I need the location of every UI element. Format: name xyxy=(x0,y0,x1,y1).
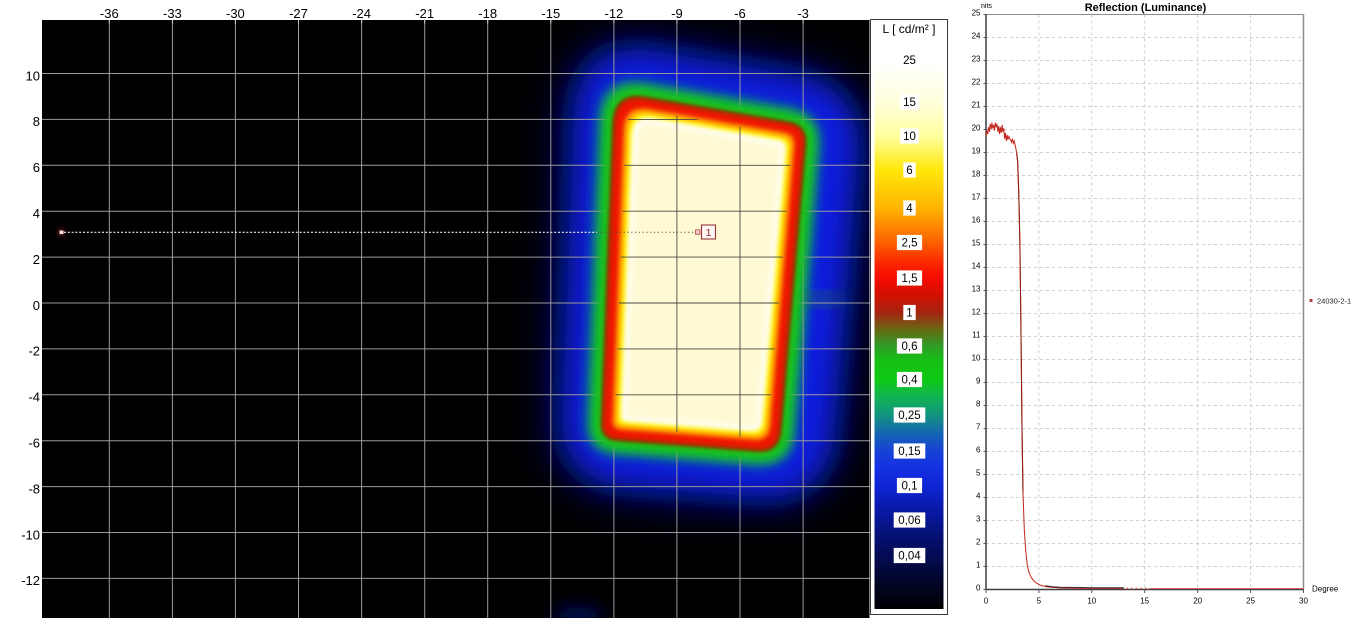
svg-text:10: 10 xyxy=(972,353,981,362)
svg-text:-15: -15 xyxy=(541,6,560,21)
svg-text:19: 19 xyxy=(972,146,981,155)
svg-text:5: 5 xyxy=(1037,597,1042,606)
svg-text:-2: -2 xyxy=(28,344,40,359)
svg-text:5: 5 xyxy=(976,468,981,477)
svg-text:13: 13 xyxy=(972,284,981,293)
svg-text:-18: -18 xyxy=(478,6,497,21)
svg-text:-3: -3 xyxy=(797,6,809,21)
svg-text:20: 20 xyxy=(972,123,981,132)
svg-text:2: 2 xyxy=(33,252,40,267)
svg-text:10: 10 xyxy=(903,131,916,143)
svg-text:3: 3 xyxy=(976,514,981,523)
svg-text:4: 4 xyxy=(906,203,913,215)
svg-text:30: 30 xyxy=(1299,597,1308,606)
svg-text:0,25: 0,25 xyxy=(898,410,920,422)
svg-text:25: 25 xyxy=(972,8,981,17)
svg-text:Degree: Degree xyxy=(1312,585,1339,594)
svg-text:-6: -6 xyxy=(734,6,746,21)
svg-text:0: 0 xyxy=(976,583,981,592)
svg-text:1: 1 xyxy=(906,308,912,320)
svg-text:2,5: 2,5 xyxy=(902,238,918,250)
svg-text:0,1: 0,1 xyxy=(902,481,918,493)
svg-text:0,04: 0,04 xyxy=(898,551,921,563)
svg-text:7: 7 xyxy=(976,422,981,431)
svg-text:-27: -27 xyxy=(289,6,308,21)
svg-text:10: 10 xyxy=(1087,597,1096,606)
svg-text:15: 15 xyxy=(903,97,916,109)
svg-text:8: 8 xyxy=(33,114,40,129)
svg-text:16: 16 xyxy=(972,215,981,224)
svg-text:-8: -8 xyxy=(28,481,40,496)
svg-text:-4: -4 xyxy=(28,390,40,405)
svg-text:6: 6 xyxy=(33,160,40,175)
svg-text:10: 10 xyxy=(26,68,40,83)
svg-text:L [ cd/m² ]: L [ cd/m² ] xyxy=(883,22,936,36)
svg-text:-6: -6 xyxy=(28,436,40,451)
svg-text:24: 24 xyxy=(972,31,981,40)
svg-text:-24: -24 xyxy=(352,6,371,21)
svg-text:-33: -33 xyxy=(163,6,182,21)
svg-text:-9: -9 xyxy=(671,6,683,21)
svg-text:0,15: 0,15 xyxy=(898,446,920,458)
svg-text:8: 8 xyxy=(976,399,981,408)
svg-text:15: 15 xyxy=(1140,597,1149,606)
svg-text:-30: -30 xyxy=(226,6,245,21)
svg-text:20: 20 xyxy=(1193,597,1202,606)
svg-text:0,4: 0,4 xyxy=(902,375,919,387)
svg-text:23: 23 xyxy=(972,54,981,63)
svg-text:2: 2 xyxy=(976,537,981,546)
svg-text:15: 15 xyxy=(972,238,981,247)
svg-text:4: 4 xyxy=(33,206,40,221)
svg-text:-12: -12 xyxy=(605,6,624,21)
svg-text:-12: -12 xyxy=(21,573,40,588)
svg-text:14: 14 xyxy=(972,261,981,270)
svg-text:11: 11 xyxy=(972,330,981,339)
svg-text:Reflection (Luminance): Reflection (Luminance) xyxy=(1085,2,1207,14)
svg-text:nits: nits xyxy=(981,3,992,10)
svg-text:21: 21 xyxy=(972,100,981,109)
svg-text:1: 1 xyxy=(976,560,981,569)
svg-text:0,6: 0,6 xyxy=(902,341,918,353)
svg-text:12: 12 xyxy=(972,307,981,316)
svg-text:-36: -36 xyxy=(100,6,119,21)
svg-text:25: 25 xyxy=(903,55,916,67)
svg-text:1: 1 xyxy=(706,227,712,239)
svg-text:22: 22 xyxy=(972,77,981,86)
svg-text:6: 6 xyxy=(906,165,912,177)
svg-text:24030-2-1: 24030-2-1 xyxy=(1317,297,1351,306)
svg-text:1,5: 1,5 xyxy=(902,273,918,285)
svg-text:4: 4 xyxy=(976,491,981,500)
svg-text:9: 9 xyxy=(976,376,981,385)
svg-text:18: 18 xyxy=(972,169,981,178)
svg-text:17: 17 xyxy=(972,192,981,201)
svg-text:25: 25 xyxy=(1246,597,1255,606)
svg-text:0: 0 xyxy=(33,298,40,313)
svg-text:-10: -10 xyxy=(21,527,40,542)
svg-text:-21: -21 xyxy=(415,6,434,21)
svg-text:6: 6 xyxy=(976,445,981,454)
svg-text:0,06: 0,06 xyxy=(898,515,920,527)
svg-text:0: 0 xyxy=(984,597,989,606)
